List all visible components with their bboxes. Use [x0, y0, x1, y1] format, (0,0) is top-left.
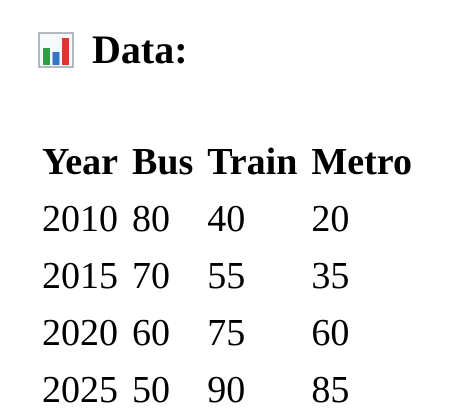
table-row: 2015 70 55 35: [36, 248, 420, 305]
cell-bus: 60: [132, 312, 170, 354]
page-title: Data:: [92, 27, 188, 72]
cell-metro: 85: [311, 369, 350, 411]
cell-year: 2015: [42, 255, 118, 297]
cell-train: 90: [207, 369, 246, 411]
heading: Data:: [38, 26, 188, 74]
cell-bus: 70: [132, 255, 170, 297]
bar-chart-icon: [38, 32, 74, 68]
cell-metro: 35: [311, 255, 350, 297]
table-header-row: Year Bus Train Metro: [36, 134, 420, 191]
header-train: Train: [207, 141, 298, 183]
data-table: Year Bus Train Metro 2010 80 40 20 2015 …: [36, 134, 420, 419]
cell-train: 40: [207, 198, 246, 240]
cell-train: 55: [207, 255, 246, 297]
header-metro: Metro: [311, 141, 412, 183]
cell-year: 2025: [42, 369, 118, 411]
table-row: 2025 50 90 85: [36, 362, 420, 419]
header-year: Year: [42, 141, 118, 183]
cell-bus: 80: [132, 198, 170, 240]
table-row: 2020 60 75 60: [36, 305, 420, 362]
table-row: 2010 80 40 20: [36, 191, 420, 248]
cell-metro: 60: [311, 312, 350, 354]
cell-bus: 50: [132, 369, 170, 411]
cell-year: 2020: [42, 312, 118, 354]
cell-metro: 20: [311, 198, 350, 240]
cell-year: 2010: [42, 198, 118, 240]
header-bus: Bus: [132, 141, 194, 183]
cell-train: 75: [207, 312, 246, 354]
